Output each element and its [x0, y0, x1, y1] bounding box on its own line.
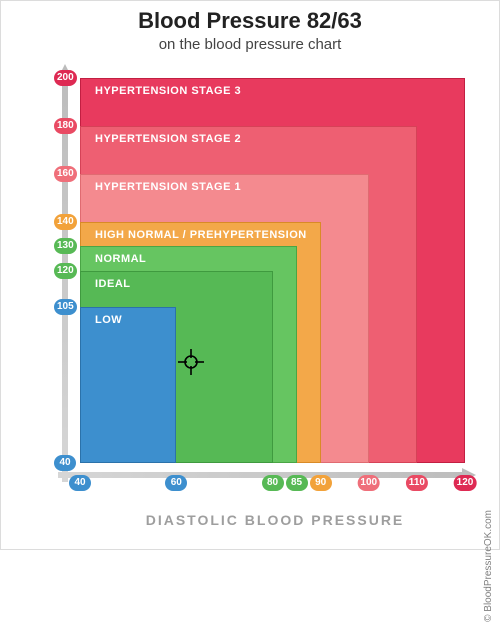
zone-label: HYPERTENSION STAGE 3: [95, 85, 241, 97]
main-title: Blood Pressure 82/63: [0, 8, 500, 34]
zone-low: LOW: [80, 307, 176, 463]
subtitle: on the blood pressure chart: [0, 36, 500, 53]
zone-label: IDEAL: [95, 278, 131, 290]
plot-area: HYPERTENSION STAGE 3 HYPERTENSION STAGE 2…: [80, 78, 465, 463]
y-tick: 105: [54, 299, 77, 315]
x-tick: 80: [262, 475, 284, 491]
x-tick: 40: [69, 475, 91, 491]
y-tick: 120: [54, 263, 77, 279]
y-tick: 40: [54, 455, 76, 471]
y-tick: 160: [54, 166, 77, 182]
x-tick: 90: [310, 475, 332, 491]
x-tick: 100: [357, 475, 380, 491]
zone-label: NORMAL: [95, 253, 146, 265]
x-tick: 85: [286, 475, 308, 491]
x-tick: 60: [165, 475, 187, 491]
zone-label: HIGH NORMAL / PREHYPERTENSION: [95, 229, 307, 241]
x-tick: 120: [454, 475, 477, 491]
zone-label: LOW: [95, 314, 122, 326]
y-tick: 130: [54, 238, 77, 254]
zone-label: HYPERTENSION STAGE 2: [95, 133, 241, 145]
title-block: Blood Pressure 82/63 on the blood pressu…: [0, 0, 500, 53]
credit-text: © BloodPressureOK.com: [483, 510, 494, 622]
zone-label: HYPERTENSION STAGE 1: [95, 181, 241, 193]
x-axis-title: DIASTOLIC BLOOD PRESSURE: [146, 512, 405, 528]
chart: HYPERTENSION STAGE 3 HYPERTENSION STAGE 2…: [70, 68, 480, 470]
y-tick: 140: [54, 214, 77, 230]
x-tick: 110: [406, 475, 428, 491]
y-tick: 200: [54, 70, 77, 86]
y-tick: 180: [54, 118, 77, 134]
